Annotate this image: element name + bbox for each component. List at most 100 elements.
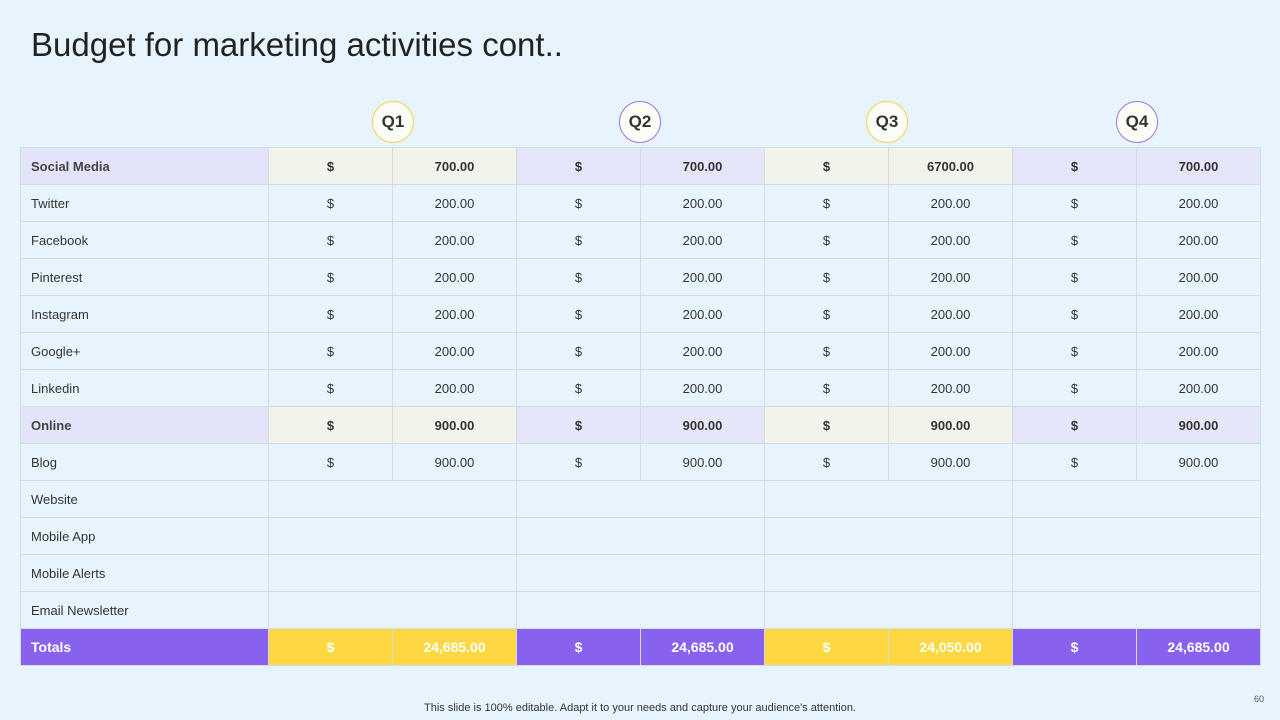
amount: 900.00	[392, 443, 517, 481]
amount: 200.00	[1136, 369, 1261, 407]
amount: 200.00	[392, 295, 517, 333]
empty-cell	[1012, 517, 1261, 555]
amount: 200.00	[392, 258, 517, 296]
empty-cell	[1012, 480, 1261, 518]
amount: 900.00	[640, 406, 765, 444]
item-row: Twitter $200.00 $200.00 $200.00 $200.00	[20, 184, 1261, 222]
amount: 900.00	[888, 406, 1013, 444]
row-label: Social Media	[20, 147, 269, 185]
empty-cell	[268, 480, 517, 518]
quarter-badge: Q3	[866, 101, 908, 143]
empty-cell	[516, 591, 765, 629]
row-label: Pinterest	[20, 258, 269, 296]
amount: 900.00	[888, 443, 1013, 481]
currency: $	[516, 628, 641, 666]
currency: $	[516, 147, 641, 185]
currency: $	[764, 221, 889, 259]
item-row: Facebook $200.00 $200.00 $200.00 $200.00	[20, 221, 1261, 259]
amount: 200.00	[888, 221, 1013, 259]
amount: 700.00	[640, 147, 765, 185]
currency: $	[764, 295, 889, 333]
item-row: Mobile App	[20, 517, 1261, 555]
row-label: Twitter	[20, 184, 269, 222]
section-header-row: Social Media $700.00 $700.00 $6700.00 $700.0…	[20, 147, 1261, 185]
currency: $	[268, 628, 393, 666]
amount: 24,685.00	[1136, 628, 1261, 666]
amount: 200.00	[640, 221, 765, 259]
currency: $	[516, 221, 641, 259]
amount: 200.00	[1136, 295, 1261, 333]
amount: 200.00	[392, 221, 517, 259]
currency: $	[764, 147, 889, 185]
empty-cell	[268, 517, 517, 555]
empty-cell	[764, 517, 1013, 555]
row-label: Totals	[20, 628, 269, 666]
row-label: Website	[20, 480, 269, 518]
empty-cell	[764, 554, 1013, 592]
amount: 200.00	[1136, 184, 1261, 222]
footer-note: This slide is 100% editable. Adapt it to…	[424, 702, 856, 714]
amount: 24,050.00	[888, 628, 1013, 666]
currency: $	[764, 332, 889, 370]
quarter-badge: Q2	[619, 101, 661, 143]
amount: 900.00	[392, 406, 517, 444]
currency: $	[516, 443, 641, 481]
row-label: Google+	[20, 332, 269, 370]
row-label: Instagram	[20, 295, 269, 333]
currency: $	[1012, 184, 1137, 222]
currency: $	[516, 258, 641, 296]
currency: $	[1012, 258, 1137, 296]
amount: 900.00	[1136, 443, 1261, 481]
currency: $	[764, 406, 889, 444]
empty-cell	[268, 554, 517, 592]
amount: 200.00	[640, 184, 765, 222]
amount: 900.00	[640, 443, 765, 481]
row-label: Mobile App	[20, 517, 269, 555]
currency: $	[1012, 295, 1137, 333]
empty-cell	[516, 554, 765, 592]
empty-cell	[764, 480, 1013, 518]
amount: 700.00	[392, 147, 517, 185]
amount: 24,685.00	[640, 628, 765, 666]
currency: $	[268, 221, 393, 259]
amount: 200.00	[640, 332, 765, 370]
currency: $	[764, 628, 889, 666]
currency: $	[268, 147, 393, 185]
currency: $	[1012, 628, 1137, 666]
currency: $	[764, 184, 889, 222]
currency: $	[268, 406, 393, 444]
amount: 200.00	[392, 332, 517, 370]
amount: 200.00	[392, 369, 517, 407]
item-row: Website	[20, 480, 1261, 518]
row-label: Facebook	[20, 221, 269, 259]
section-header-row: Online $900.00 $900.00 $900.00 $900.00	[20, 406, 1261, 444]
currency: $	[516, 184, 641, 222]
currency: $	[516, 369, 641, 407]
row-label: Linkedin	[20, 369, 269, 407]
amount: 24,685.00	[392, 628, 517, 666]
currency: $	[516, 295, 641, 333]
amount: 200.00	[888, 332, 1013, 370]
currency: $	[1012, 332, 1137, 370]
item-row: Pinterest $200.00 $200.00 $200.00 $200.00	[20, 258, 1261, 296]
quarter-badge: Q4	[1116, 101, 1158, 143]
currency: $	[516, 406, 641, 444]
currency: $	[268, 258, 393, 296]
amount: 200.00	[640, 369, 765, 407]
empty-cell	[764, 591, 1013, 629]
currency: $	[268, 184, 393, 222]
currency: $	[1012, 443, 1137, 481]
slide-title: Budget for marketing activities cont..	[31, 26, 563, 63]
amount: 200.00	[1136, 258, 1261, 296]
budget-table: Social Media $700.00 $700.00 $6700.00 $700.0…	[20, 147, 1261, 666]
amount: 200.00	[640, 295, 765, 333]
empty-cell	[1012, 554, 1261, 592]
amount: 200.00	[1136, 221, 1261, 259]
amount: 200.00	[392, 184, 517, 222]
item-row: Instagram $200.00 $200.00 $200.00 $200.00	[20, 295, 1261, 333]
amount: 200.00	[888, 184, 1013, 222]
amount: 900.00	[1136, 406, 1261, 444]
amount: 200.00	[640, 258, 765, 296]
amount: 6700.00	[888, 147, 1013, 185]
